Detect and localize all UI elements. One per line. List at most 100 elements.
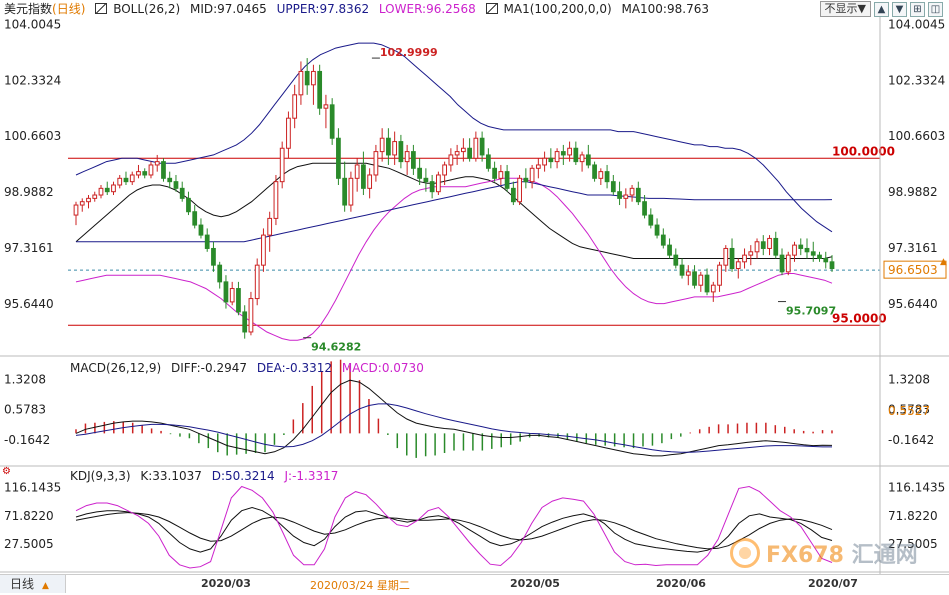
candle-body-102 <box>710 284 716 293</box>
candle-body-120 <box>823 257 829 263</box>
candle-body-76 <box>548 157 554 163</box>
last-price-label: 96.6503 <box>888 263 938 277</box>
add-panel-button[interactable]: ⊞ <box>910 1 925 17</box>
candle-body-39 <box>317 70 323 109</box>
candle-body-18 <box>186 197 191 213</box>
candle-body-31 <box>267 217 273 236</box>
maximize-button[interactable]: ◫ <box>928 1 943 17</box>
period-selector[interactable]: 日线 ▲ <box>0 575 66 593</box>
candle-body-103 <box>717 264 722 286</box>
y-tick-right-5: 95.6440 <box>888 297 938 311</box>
move-down-button[interactable]: ▼ <box>892 1 907 17</box>
candle-body-86 <box>610 181 616 193</box>
candle-body-2 <box>86 197 91 203</box>
candle-body-68 <box>498 171 504 179</box>
y-tick-left-1: 102.3324 <box>4 73 61 87</box>
boll-label: BOLL(26,2) <box>113 2 181 16</box>
y-tick-right-0: 116.1435 <box>888 481 945 495</box>
candle-body-13 <box>154 161 160 166</box>
period-expand-icon: ▲ <box>42 581 49 591</box>
macd-diff: DIFF:-0.2947 <box>170 361 247 375</box>
candle-body-20 <box>198 224 204 236</box>
candle-body-34 <box>286 117 291 149</box>
indicator-settings-icon[interactable] <box>95 3 108 14</box>
candle-body-56 <box>423 177 429 183</box>
candle-body-81 <box>579 154 585 163</box>
crosshair-date: 2020/03/24 星期二 <box>310 579 410 592</box>
ma100-value: MA100:98.763 <box>621 2 709 16</box>
date-label-jul: 2020/07 <box>808 577 858 590</box>
candle-body-24 <box>223 281 229 303</box>
move-up-button[interactable]: ▲ <box>874 1 889 17</box>
candle-body-1 <box>79 201 85 206</box>
candle-body-98 <box>685 271 691 276</box>
y-tick-right-2: -0.1642 <box>888 433 934 447</box>
y-tick-right-2: 100.6603 <box>888 129 945 143</box>
candle-body-100 <box>698 274 704 286</box>
candle-body-121 <box>829 261 835 270</box>
candle-body-45 <box>354 164 360 179</box>
candle-body-54 <box>411 151 416 169</box>
annotation-0: 102.9999 <box>380 46 438 59</box>
dea-line <box>75 403 832 453</box>
candle-body-65 <box>479 137 485 156</box>
candle-body-19 <box>192 211 198 226</box>
candle-body-0 <box>73 204 79 216</box>
band-ma100 <box>76 181 833 243</box>
candle-body-94 <box>660 234 666 246</box>
hide-dropdown-button[interactable]: 不显示▼ <box>819 1 871 17</box>
y-tick-right-0: 1.3208 <box>888 372 930 386</box>
candle-body-55 <box>417 167 423 179</box>
crosshair-icon[interactable]: ⚙ <box>2 466 11 477</box>
candle-body-42 <box>336 137 341 179</box>
candle-body-59 <box>442 164 448 176</box>
ma-settings-icon[interactable] <box>485 3 498 14</box>
price-panel: 104.0045 104.0045 102.3324 102.3324 100.6603… <box>0 18 949 357</box>
candle-body-10 <box>136 171 141 176</box>
candle-body-64 <box>473 137 479 159</box>
candle-body-101 <box>704 274 710 293</box>
macd-label: MACD(26,12,9) <box>70 361 162 375</box>
candle-body-51 <box>392 141 398 156</box>
candle-body-62 <box>460 147 466 153</box>
diff-line <box>75 379 833 457</box>
candle-body-22 <box>211 247 216 266</box>
candle-body-36 <box>298 70 304 96</box>
candle-body-83 <box>592 164 597 179</box>
candle-body-26 <box>236 288 241 313</box>
candle-body-41 <box>329 104 335 139</box>
candle-body-75 <box>542 157 547 166</box>
y-tick-right-1: 0.5783 <box>888 403 930 417</box>
candle-body-80 <box>573 147 579 163</box>
y-tick-left-3: 98.9882 <box>4 185 54 199</box>
kdj-j: J:-1.3317 <box>284 469 339 483</box>
band-upper <box>75 42 833 233</box>
y-tick-left-0: 116.1435 <box>4 481 61 495</box>
hline-label-1: 95.0000 <box>832 311 887 325</box>
candle-body-73 <box>529 167 535 183</box>
watermark-icon <box>730 538 760 568</box>
candle-body-118 <box>810 251 816 256</box>
main-header: 美元指数(日线) BOLL(26,2) MID:97.0465 UPPER:97… <box>4 2 715 16</box>
candle-body-105 <box>729 247 735 270</box>
candle-body-15 <box>167 177 173 183</box>
boll-upper: UPPER:97.8362 <box>276 2 370 16</box>
candle-body-77 <box>554 151 560 163</box>
time-axis-bar: 日线 ▲ 2020/03 2020/03/24 星期二 2020/05 2020/… <box>0 574 949 594</box>
candle-body-38 <box>311 70 316 86</box>
candle-body-92 <box>648 214 654 226</box>
candle-body-49 <box>379 137 385 153</box>
candle-body-106 <box>735 261 741 270</box>
candle-body-95 <box>667 244 672 256</box>
y-tick-right-1: 102.3324 <box>888 73 945 87</box>
kdj-d-line <box>75 512 833 550</box>
candle-body-74 <box>535 164 541 169</box>
kdj-j-line <box>75 485 833 569</box>
y-tick-left-2: 100.6603 <box>4 129 61 143</box>
candle-body-117 <box>804 247 810 253</box>
candle-body-93 <box>654 224 660 236</box>
candle-body-48 <box>373 151 379 176</box>
candle-body-69 <box>504 171 510 189</box>
candle-body-6 <box>111 184 116 193</box>
candle-body-17 <box>179 187 185 199</box>
